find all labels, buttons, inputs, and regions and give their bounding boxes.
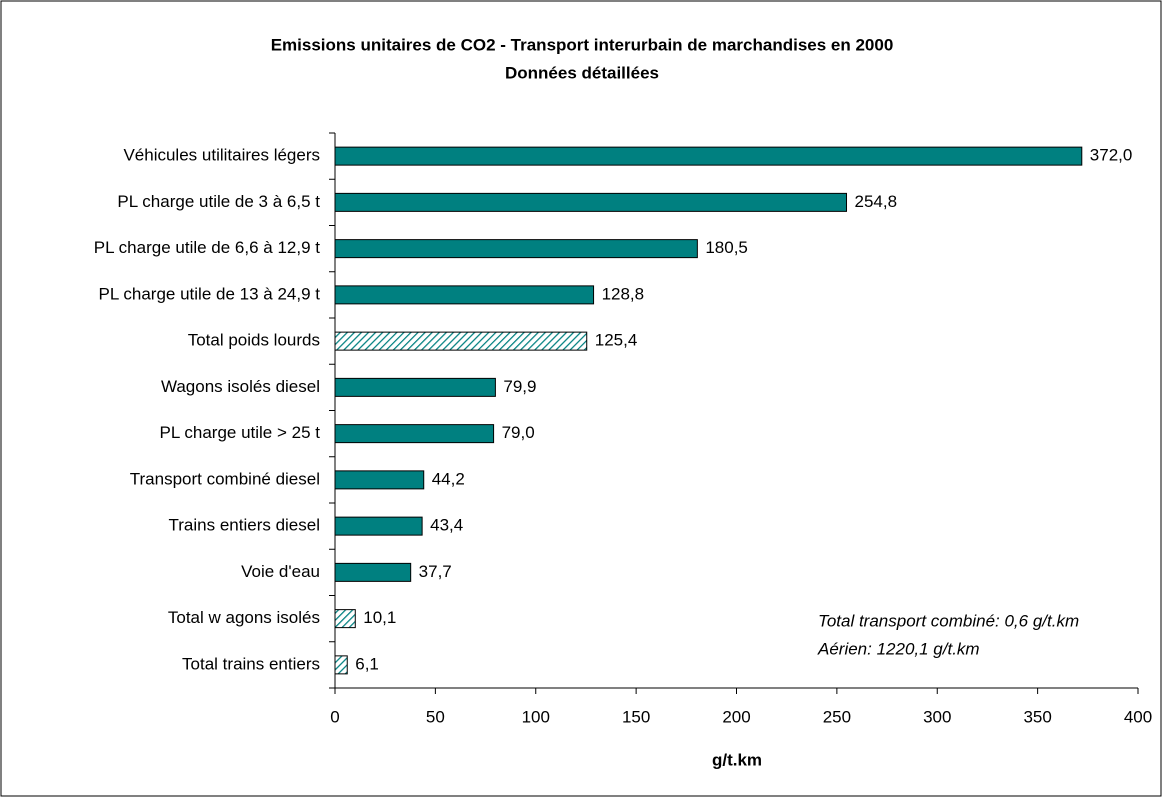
- bar: [334, 146, 1083, 166]
- data-label: 44,2: [432, 469, 465, 488]
- bar: [334, 331, 588, 351]
- x-tick-label: 350: [1023, 707, 1051, 726]
- annotation: Total transport combiné: 0,6 g/t.km: [818, 611, 1079, 630]
- chart-subtitle: Données détaillées: [505, 63, 659, 82]
- x-tick-label: 200: [722, 707, 750, 726]
- y-tick-label: PL charge utile > 25 t: [159, 423, 320, 442]
- bar: [334, 239, 698, 259]
- annotation: Aérien: 1220,1 g/t.km: [817, 639, 980, 658]
- chart-title: Emissions unitaires de CO2 - Transport i…: [271, 35, 894, 54]
- data-label: 79,9: [503, 377, 536, 396]
- data-label: 6,1: [355, 654, 379, 673]
- bar: [334, 655, 348, 675]
- y-tick-label: Transport combiné diesel: [130, 469, 320, 488]
- x-tick-label: 150: [622, 707, 650, 726]
- y-tick-label: Total trains entiers: [182, 654, 320, 673]
- y-tick-label: Voie d'eau: [241, 562, 320, 581]
- data-label: 180,5: [705, 238, 748, 257]
- x-tick-label: 0: [330, 707, 339, 726]
- data-label: 79,0: [502, 423, 535, 442]
- x-tick-label: 400: [1124, 707, 1152, 726]
- bar: [334, 562, 412, 582]
- y-tick-label: PL charge utile de 13 à 24,9 t: [99, 284, 321, 303]
- x-axis-label: g/t.km: [712, 750, 762, 769]
- y-tick-label: Total w agons isolés: [168, 608, 320, 627]
- y-tick-label: Véhicules utilitaires légers: [123, 146, 320, 165]
- y-tick-label: Wagons isolés diesel: [161, 377, 320, 396]
- y-tick-label: PL charge utile de 3 à 6,5 t: [117, 192, 320, 211]
- y-tick-label: Trains entiers diesel: [169, 516, 321, 535]
- x-tick-label: 100: [522, 707, 550, 726]
- data-label: 128,8: [602, 284, 645, 303]
- data-label: 125,4: [595, 331, 638, 350]
- data-label: 254,8: [855, 192, 898, 211]
- bar: [334, 470, 425, 490]
- bar: [334, 609, 356, 629]
- data-label: 43,4: [430, 516, 463, 535]
- bar: [334, 516, 423, 536]
- data-label: 10,1: [363, 608, 396, 627]
- x-tick-label: 250: [823, 707, 851, 726]
- bar: [334, 424, 495, 444]
- bar: [334, 377, 496, 397]
- data-label: 372,0: [1090, 146, 1133, 165]
- bar: [334, 285, 595, 305]
- x-tick-label: 50: [426, 707, 445, 726]
- y-tick-label: PL charge utile de 6,6 à 12,9 t: [94, 238, 320, 257]
- y-tick-label: Total poids lourds: [188, 331, 320, 350]
- bar: [334, 192, 848, 212]
- x-tick-label: 300: [923, 707, 951, 726]
- data-label: 37,7: [419, 562, 452, 581]
